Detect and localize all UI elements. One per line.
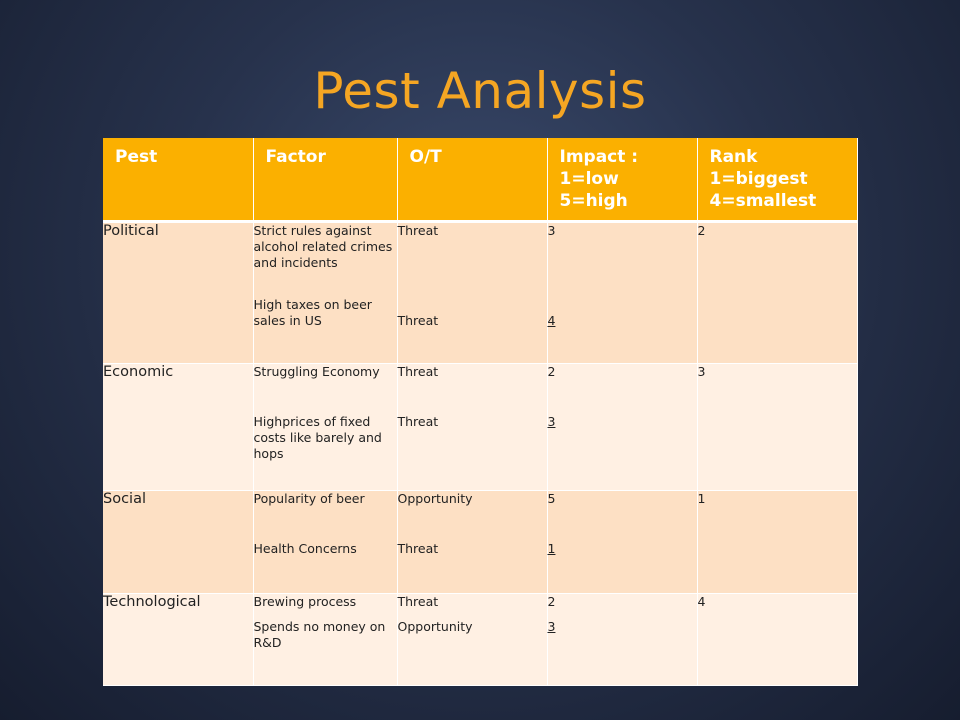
table-row-technological: Technological Brewing process Spends no … [103,593,858,686]
factor-text: Popularity of beer [253,491,365,506]
factor-text: Struggling Economy [253,364,380,379]
cell-impact: 2 3 [547,593,698,686]
ot-text: Threat [397,541,439,556]
impact-value: 3 [547,223,556,238]
cell-impact: 2 3 [547,363,698,491]
factor-text: High taxes on beer sales in US [253,297,372,328]
ot-text: Threat [397,594,439,609]
header-rank: Rank 1=biggest 4=smallest [697,138,858,223]
header-impact-line: Impact : [559,147,639,167]
impact-value: 4 [547,313,556,328]
ot-text: Threat [397,223,439,238]
cell-pest: Economic [103,363,254,491]
cell-factor: Struggling Economy Highprices of fixed c… [253,363,398,491]
cell-pest: Social [103,490,254,594]
factor-text: Brewing process [253,594,357,609]
header-ot: O/T [397,138,548,223]
cell-factor: Popularity of beer Health Concerns [253,490,398,594]
ot-text: Opportunity [397,491,473,506]
cell-ot: Opportunity Threat [397,490,548,594]
cell-impact: 5 1 [547,490,698,594]
header-factor: Factor [253,138,398,223]
ot-text: Threat [397,364,439,379]
ot-text: Threat [397,313,439,328]
impact-value: 1 [547,541,556,556]
cell-ot: Threat Opportunity [397,593,548,686]
impact-value: 3 [547,414,556,429]
cell-rank: 1 [697,490,858,594]
cell-pest: Political [103,221,254,364]
cell-rank: 4 [697,593,858,686]
header-impact-line: 5=high [559,191,628,211]
cell-pest: Technological [103,593,254,686]
factor-text: Highprices of fixed costs like barely an… [253,414,382,461]
cell-ot: Threat Threat [397,363,548,491]
factor-text: Health Concerns [253,541,357,556]
header-impact-line: 1=low [559,169,619,189]
cell-factor: Brewing process Spends no money on R&D [253,593,398,686]
impact-value: 3 [547,619,556,634]
ot-text: Threat [397,414,439,429]
ot-text: Opportunity [397,619,473,634]
factor-text: Strict rules against alcohol related cri… [253,223,393,270]
cell-impact: 3 4 [547,221,698,364]
header-impact: Impact : 1=low 5=high [547,138,698,223]
header-pest: Pest [103,138,254,223]
header-rank-line: 1=biggest [709,169,808,189]
impact-value: 2 [547,594,556,609]
header-rank-line: 4=smallest [709,191,817,211]
pest-table: Pest Factor O/T Impact : 1=low 5=high Ra… [103,138,858,686]
table-row-political: Political Strict rules against alcohol r… [103,221,858,364]
cell-factor: Strict rules against alcohol related cri… [253,221,398,364]
table-row-economic: Economic Struggling Economy Highprices o… [103,363,858,491]
factor-text: Spends no money on R&D [253,619,386,650]
impact-value: 5 [547,491,556,506]
header-rank-line: Rank [709,147,758,167]
cell-rank: 3 [697,363,858,491]
slide-title: Pest Analysis [313,62,647,120]
cell-rank: 2 [697,221,858,364]
table-row-social: Social Popularity of beer Health Concern… [103,490,858,594]
impact-value: 2 [547,364,556,379]
header-row: Pest Factor O/T Impact : 1=low 5=high Ra… [103,138,858,223]
cell-ot: Threat Threat [397,221,548,364]
